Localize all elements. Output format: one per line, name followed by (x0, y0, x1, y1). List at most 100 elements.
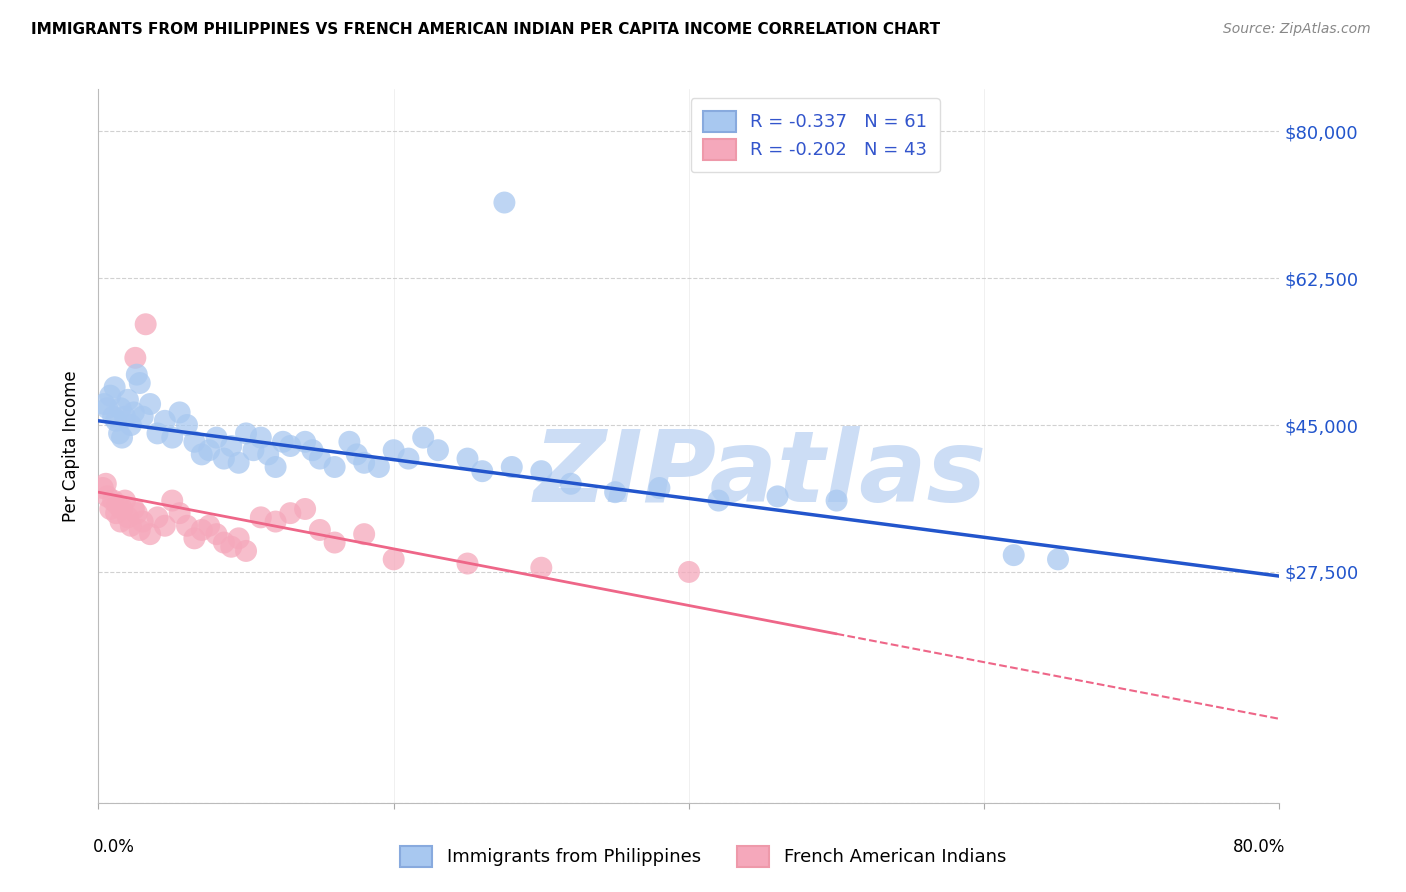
Point (346, 447, 368, 461)
Point (96, 401, 118, 416)
Point (128, 523, 150, 537)
Point (176, 417, 198, 432)
Point (122, 502, 145, 516)
Point (323, 535, 346, 549)
Point (250, 510, 273, 524)
Point (105, 414, 128, 428)
Point (471, 464, 494, 478)
Point (198, 443, 221, 458)
Point (104, 380, 127, 394)
Point (128, 376, 150, 390)
Point (120, 518, 142, 533)
Y-axis label: Per Capita Income: Per Capita Income (62, 370, 80, 522)
Point (111, 431, 134, 445)
Point (250, 431, 273, 445)
Point (501, 460, 523, 475)
Point (108, 426, 131, 441)
Point (221, 540, 243, 554)
Text: Source: ZipAtlas.com: Source: ZipAtlas.com (1223, 22, 1371, 37)
Point (1002, 548, 1025, 562)
Point (242, 443, 264, 458)
Point (205, 527, 228, 541)
Point (93, 397, 115, 411)
Point (412, 431, 434, 445)
Point (560, 476, 582, 491)
Point (212, 451, 235, 466)
Point (648, 481, 671, 495)
Point (103, 493, 125, 508)
Point (176, 518, 198, 533)
Point (169, 405, 191, 419)
Point (235, 544, 257, 558)
Point (707, 493, 730, 508)
Point (457, 557, 479, 571)
Point (530, 464, 553, 478)
Point (169, 506, 191, 520)
Point (117, 510, 139, 524)
Text: 80.0%: 80.0% (1233, 838, 1285, 856)
Text: ZIPatlas: ZIPatlas (533, 426, 987, 523)
Point (135, 318, 157, 332)
Point (162, 493, 183, 508)
Point (125, 368, 148, 382)
Point (191, 447, 214, 461)
Point (146, 426, 169, 441)
Point (153, 518, 176, 533)
Point (114, 409, 136, 424)
Point (280, 506, 302, 520)
Point (205, 431, 228, 445)
Point (114, 493, 136, 508)
Point (605, 485, 627, 500)
Point (678, 565, 700, 579)
Point (368, 460, 391, 475)
Point (153, 414, 176, 428)
Point (107, 498, 129, 512)
Point (235, 426, 257, 441)
Point (110, 515, 132, 529)
Point (301, 443, 323, 458)
Point (825, 493, 848, 508)
Point (323, 460, 346, 475)
Text: IMMIGRANTS FROM PHILIPPINES VS FRENCH AMERICAN INDIAN PER CAPITA INCOME CORRELAT: IMMIGRANTS FROM PHILIPPINES VS FRENCH AM… (31, 22, 941, 37)
Point (280, 439, 302, 453)
Point (264, 515, 287, 529)
Point (162, 431, 183, 445)
Point (294, 434, 316, 449)
Point (103, 409, 125, 424)
Point (294, 502, 316, 516)
Point (183, 532, 205, 546)
Point (91, 481, 114, 495)
Point (221, 439, 243, 453)
Point (132, 409, 155, 424)
Point (257, 447, 280, 461)
Point (98, 389, 121, 403)
Point (98, 502, 121, 516)
Point (96, 489, 118, 503)
Legend: Immigrants from Philippines, French American Indians: Immigrants from Philippines, French Amer… (392, 838, 1014, 874)
Point (146, 510, 169, 524)
Point (132, 515, 155, 529)
Point (94, 476, 117, 491)
Point (111, 502, 134, 516)
Point (353, 456, 375, 470)
Point (264, 460, 287, 475)
Point (309, 451, 332, 466)
Point (105, 506, 128, 520)
Point (228, 532, 250, 546)
Point (1047, 552, 1070, 566)
Point (398, 451, 420, 466)
Legend: R = -0.337   N = 61, R = -0.202   N = 43: R = -0.337 N = 61, R = -0.202 N = 43 (690, 98, 939, 172)
Point (110, 401, 132, 416)
Point (766, 489, 789, 503)
Point (212, 535, 235, 549)
Point (228, 456, 250, 470)
Point (120, 417, 142, 432)
Point (457, 451, 479, 466)
Point (382, 552, 405, 566)
Point (271, 434, 294, 449)
Point (191, 523, 214, 537)
Point (494, 195, 516, 210)
Point (125, 506, 148, 520)
Text: 0.0%: 0.0% (93, 838, 135, 856)
Point (198, 518, 221, 533)
